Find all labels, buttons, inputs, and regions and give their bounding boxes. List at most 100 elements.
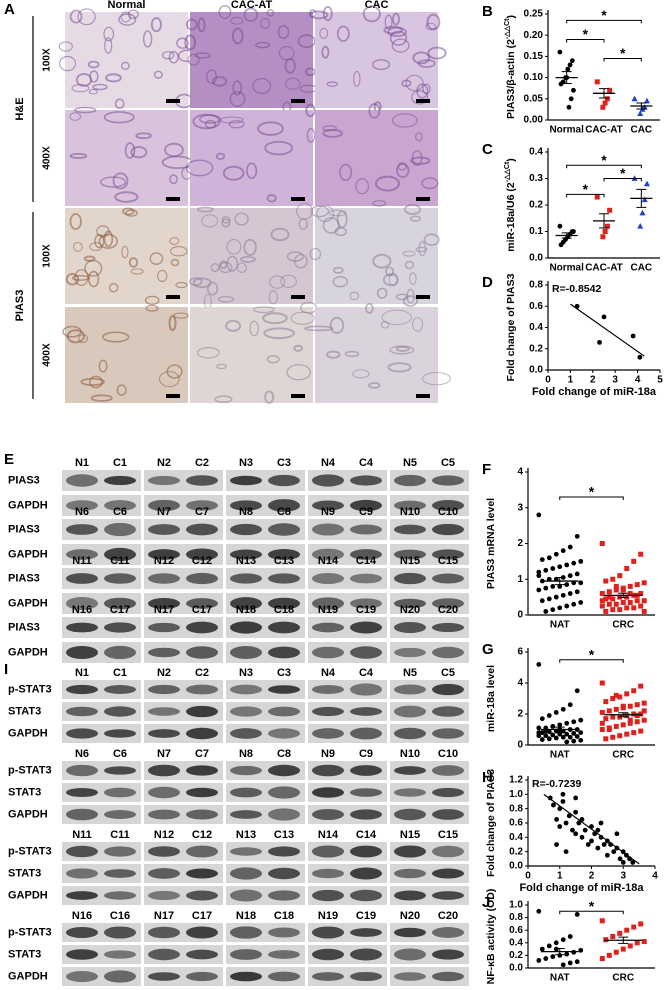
blot-band: [148, 684, 180, 695]
lane-label: N8: [239, 506, 253, 518]
blot-band: [394, 948, 426, 961]
tissue-texture: [409, 272, 417, 286]
blot-band: [350, 499, 382, 512]
blot-band: [312, 684, 344, 695]
y-tick-label: 0.0: [509, 963, 523, 974]
lane-label: N11: [72, 555, 92, 567]
lane-label: N16: [72, 910, 92, 922]
tissue-texture: [221, 216, 231, 224]
data-point: [571, 738, 577, 744]
data-point: [563, 849, 569, 855]
lane-label: N1: [75, 667, 89, 679]
data-point: [599, 598, 605, 604]
y-tick-label: 0.0: [509, 861, 523, 872]
blot-band: [104, 787, 136, 798]
tissue-texture: [243, 238, 257, 256]
data-point: [539, 716, 545, 722]
blot-band: [432, 598, 464, 609]
blot-band: [394, 524, 426, 535]
blot-band: [148, 524, 180, 535]
blot-band: [104, 891, 136, 900]
blot-band: [268, 728, 300, 739]
data-point: [536, 958, 542, 963]
data-point: [610, 714, 616, 720]
blot-band: [312, 622, 344, 633]
tissue-texture: [232, 80, 242, 96]
blot-row-label: GAPDH: [8, 646, 48, 658]
column-header: CAC: [365, 0, 389, 11]
data-point: [617, 694, 623, 700]
lane-label: N7: [157, 506, 171, 518]
data-point: [613, 587, 619, 593]
tissue-texture: [362, 5, 381, 23]
tissue-texture: [217, 295, 235, 303]
data-point: [557, 824, 563, 829]
data-point: [553, 551, 559, 557]
tissue-texture: [220, 116, 244, 124]
blot-band: [186, 684, 218, 695]
tissue-texture: [234, 212, 249, 226]
tissue-texture: [306, 128, 316, 143]
blot-band: [186, 949, 218, 960]
x-axis-label: Fold change of miR-18a: [532, 386, 657, 398]
data-point: [613, 723, 619, 729]
blot-band: [230, 889, 262, 902]
lane-label: C8: [277, 748, 291, 760]
blot-band: [186, 705, 218, 718]
blot-band: [66, 787, 98, 798]
data-point: [641, 708, 647, 714]
blot-band: [66, 684, 98, 695]
significance-label: *: [601, 152, 607, 168]
tissue-texture: [69, 112, 81, 121]
data-point: [610, 934, 616, 939]
data-point: [613, 949, 619, 955]
tissue-texture: [412, 51, 431, 65]
blot-band: [230, 810, 262, 819]
tissue-texture: [355, 178, 370, 195]
blot-band: [230, 728, 262, 739]
data-point: [641, 598, 647, 604]
blot-band: [104, 597, 136, 610]
y-tick-label: 1: [517, 574, 523, 585]
lane-label: C2: [195, 457, 209, 469]
tissue-texture: [421, 177, 439, 190]
tissue-texture: [372, 200, 387, 207]
data-point: [638, 591, 644, 597]
tissue-texture: [196, 206, 214, 213]
y-tick-label: 0.2: [529, 343, 543, 354]
data-point: [599, 727, 605, 732]
significance-bracket: [566, 38, 605, 43]
lane-label: C4: [359, 457, 374, 469]
blot-band: [186, 787, 218, 798]
blot-band: [104, 645, 136, 660]
blot-row-label: GAPDH: [8, 548, 48, 560]
tissue-texture: [290, 311, 315, 325]
tissue-texture: [246, 162, 258, 179]
y-tick-label: 0.00: [524, 115, 544, 126]
tissue-texture: [69, 152, 88, 159]
tissue-texture: [385, 266, 395, 277]
data-point: [613, 601, 619, 607]
tissue-texture: [196, 347, 220, 359]
blot-band: [268, 621, 300, 634]
data-point: [574, 589, 580, 595]
blot-band: [230, 646, 262, 659]
y-axis-label: miR-18a level: [485, 665, 497, 732]
tissue-texture: [305, 103, 316, 118]
data-point: [557, 722, 563, 728]
blot-band: [268, 549, 300, 560]
data-point: [641, 700, 647, 706]
error-bar: [599, 88, 609, 99]
tissue-texture: [122, 207, 135, 216]
lane-label: C15: [438, 555, 458, 567]
scale-bar: [416, 99, 430, 103]
blot-band: [66, 622, 98, 633]
lane-label: N5: [403, 667, 417, 679]
data-point: [578, 580, 584, 586]
lane-label: N5: [403, 457, 417, 469]
data-point: [539, 946, 545, 952]
data-point: [627, 720, 633, 726]
y-axis-label: PIAS3 mRNA level: [485, 498, 497, 589]
blot-band: [230, 765, 262, 776]
blot-band: [394, 868, 426, 879]
